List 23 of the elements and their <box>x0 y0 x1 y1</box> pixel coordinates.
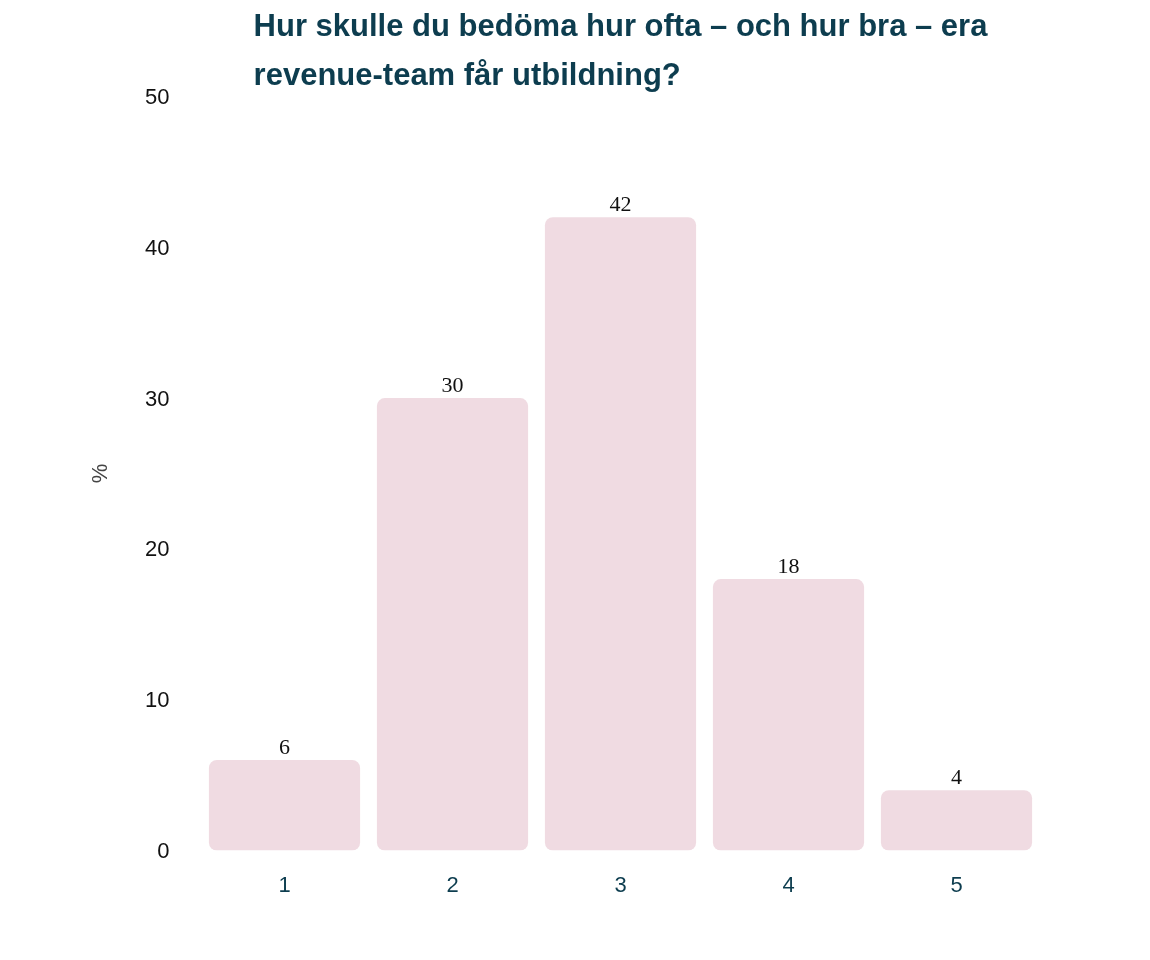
data-label: 30 <box>441 372 464 398</box>
chart-title: Hur skulle du bedöma hur ofta – och hur bra – era revenue-team får utbildning? <box>253 7 989 92</box>
x-tick-label: 4 <box>782 871 795 897</box>
y-tick-label: 0 <box>157 838 170 863</box>
bar <box>712 579 865 851</box>
y-tick-label: 50 <box>145 84 170 109</box>
bar <box>880 790 1033 851</box>
data-label: 4 <box>951 764 962 790</box>
y-tick-label: 10 <box>145 687 170 713</box>
x-tick-label: 5 <box>950 871 963 897</box>
y-tick-label: 20 <box>145 536 170 562</box>
x-tick-label: 2 <box>446 871 459 897</box>
data-label: 42 <box>609 191 632 217</box>
bar <box>376 398 529 851</box>
y-tick-label: 30 <box>145 385 170 411</box>
bar <box>208 760 361 851</box>
y-axis-title: % <box>87 463 113 484</box>
x-tick-label: 3 <box>614 871 627 897</box>
y-tick-label: 40 <box>145 234 170 260</box>
x-tick-label: 1 <box>278 871 291 897</box>
bar <box>544 217 697 851</box>
data-label: 18 <box>777 553 800 579</box>
data-label: 6 <box>279 734 290 760</box>
